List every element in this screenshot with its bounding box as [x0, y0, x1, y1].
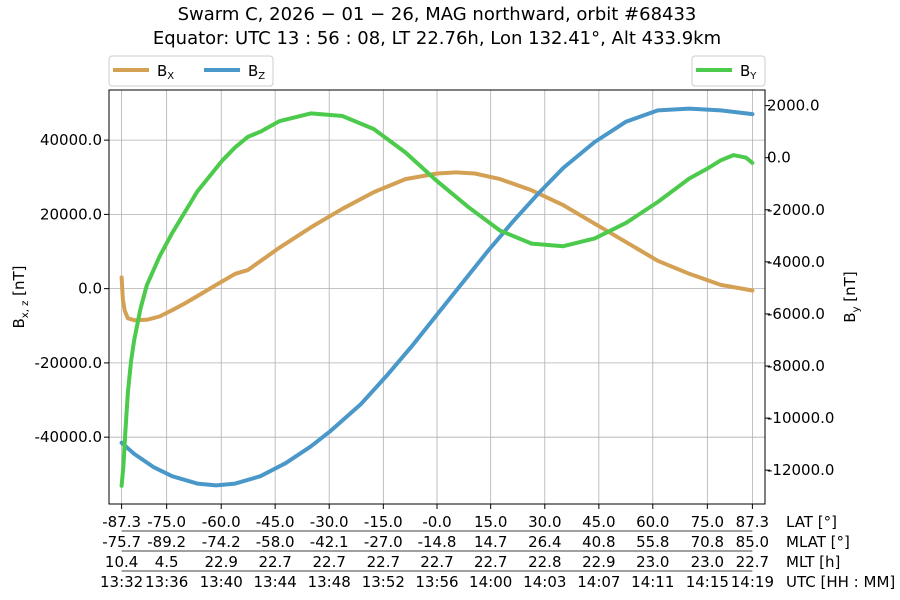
left-tick-label: -40000.0	[35, 428, 102, 446]
x-tick-label: 26.4	[528, 533, 561, 551]
right-tick-label: -8000.0	[767, 357, 825, 375]
x-tick-label: -75.0	[147, 513, 186, 531]
right-tick-label: -2000.0	[767, 201, 825, 219]
x-tick-label: -30.0	[310, 513, 349, 531]
x-tick-label: 13:44	[254, 573, 297, 591]
x-tick-label: -60.0	[202, 513, 241, 531]
x-tick-label: 85.0	[736, 533, 769, 551]
legend-label-bz: BZ	[248, 62, 265, 82]
left-tick-label: 40000.0	[40, 131, 102, 149]
x-tick-label: -89.2	[147, 533, 186, 551]
right-axis-label: By [nT]	[841, 271, 862, 322]
series-lines	[119, 106, 755, 488]
legend-left-box	[108, 55, 274, 87]
x-tick-label: 13:48	[308, 573, 351, 591]
x-tick-label: -27.0	[364, 533, 403, 551]
chart-title-line1: Swarm C, 2026 − 01 − 26, MAG northward, …	[178, 4, 697, 25]
series-line-bz	[119, 106, 755, 488]
x-tick-label: 45.0	[582, 513, 615, 531]
x-tick-label: 22.9	[582, 553, 615, 571]
grid-lines	[109, 90, 765, 504]
x-tick-label: 14:07	[577, 573, 620, 591]
legend-label-bx: BX	[157, 62, 174, 82]
x-tick-label: 14:15	[686, 573, 729, 591]
x-tick-label: 22.7	[736, 553, 769, 571]
series-line-by	[119, 111, 755, 488]
right-tick-label: 2000.0	[767, 97, 820, 115]
x-tick-label: -45.0	[256, 513, 295, 531]
x-axis-ticks: -87.3 -75.0 -60.0 -45.0 -30.0 -15.0 -0.0 15.0 30…	[100, 504, 895, 591]
legend-left: BX BZ	[108, 55, 274, 87]
right-tick-label: -12000.0	[767, 461, 834, 479]
left-axis-ticks: -40000.0 -20000.0 0.0 20000.0 40000.0	[35, 131, 109, 446]
x-tick-label: 4.5	[155, 553, 179, 571]
x-tick-label: 14:03	[523, 573, 566, 591]
x-tick-label: 60.0	[636, 513, 669, 531]
legend-label-by: BY	[740, 62, 757, 82]
right-axis-ticks: -12000.0 -10000.0 -8000.0 -6000.0 -4000.0 -20…	[765, 97, 834, 479]
x-row-label: MLT [h]	[786, 553, 840, 571]
x-tick-label: -74.2	[202, 533, 241, 551]
x-tick-label: 22.7	[474, 553, 507, 571]
x-tick-label: 14.7	[474, 533, 507, 551]
right-tick-label: -10000.0	[767, 409, 834, 427]
x-tick-label: 10.4	[105, 553, 138, 571]
left-axis-label: Bx, z [nT]	[10, 266, 31, 329]
x-row-label: MLAT [°]	[786, 533, 850, 551]
x-tick-label: 22.7	[420, 553, 453, 571]
x-tick-label: 22.7	[367, 553, 400, 571]
x-tick-label: 13:56	[415, 573, 458, 591]
x-tick-label: 13:40	[200, 573, 243, 591]
x-row-label: UTC [HH : MM]	[786, 573, 895, 591]
x-tick-label: -14.8	[418, 533, 457, 551]
series-line-bx	[119, 170, 755, 323]
x-tick-label: 22.7	[312, 553, 345, 571]
x-tick-label: 15.0	[474, 513, 507, 531]
x-tick-label: -75.7	[102, 533, 141, 551]
x-tick-label: 14:00	[469, 573, 512, 591]
x-tick-label: -87.3	[102, 513, 141, 531]
x-tick-label: -0.0	[422, 513, 451, 531]
chart-title-line2: Equator: UTC 13 : 56 : 08, LT 22.76h, Lo…	[153, 28, 721, 49]
x-tick-label: -58.0	[256, 533, 295, 551]
x-tick-label: 13:32	[100, 573, 143, 591]
x-tick-label: 87.3	[736, 513, 769, 531]
x-tick-label: 14:11	[631, 573, 674, 591]
x-tick-label: 13:52	[362, 573, 405, 591]
x-tick-label: -42.1	[310, 533, 349, 551]
left-tick-label: -20000.0	[35, 354, 102, 372]
x-tick-label: 70.8	[691, 533, 724, 551]
x-tick-label: -15.0	[364, 513, 403, 531]
x-tick-label: 13:36	[145, 573, 188, 591]
x-tick-label: 23.0	[691, 553, 724, 571]
left-tick-label: 0.0	[78, 280, 102, 298]
x-row-label: LAT [°]	[786, 513, 837, 531]
x-tick-label: 23.0	[636, 553, 669, 571]
legend-right: BY	[691, 55, 766, 87]
x-tick-label: 22.9	[205, 553, 238, 571]
right-tick-label: 0.0	[767, 149, 791, 167]
right-tick-label: -4000.0	[767, 253, 825, 271]
right-tick-label: -6000.0	[767, 305, 825, 323]
x-tick-label: 75.0	[691, 513, 724, 531]
x-tick-label: 55.8	[636, 533, 669, 551]
x-tick-label: 22.8	[528, 553, 561, 571]
left-tick-label: 20000.0	[40, 205, 102, 223]
x-tick-label: 14:19	[731, 573, 774, 591]
x-tick-label: 40.8	[582, 533, 615, 551]
x-tick-label: 30.0	[528, 513, 561, 531]
x-tick-label: 22.7	[258, 553, 291, 571]
